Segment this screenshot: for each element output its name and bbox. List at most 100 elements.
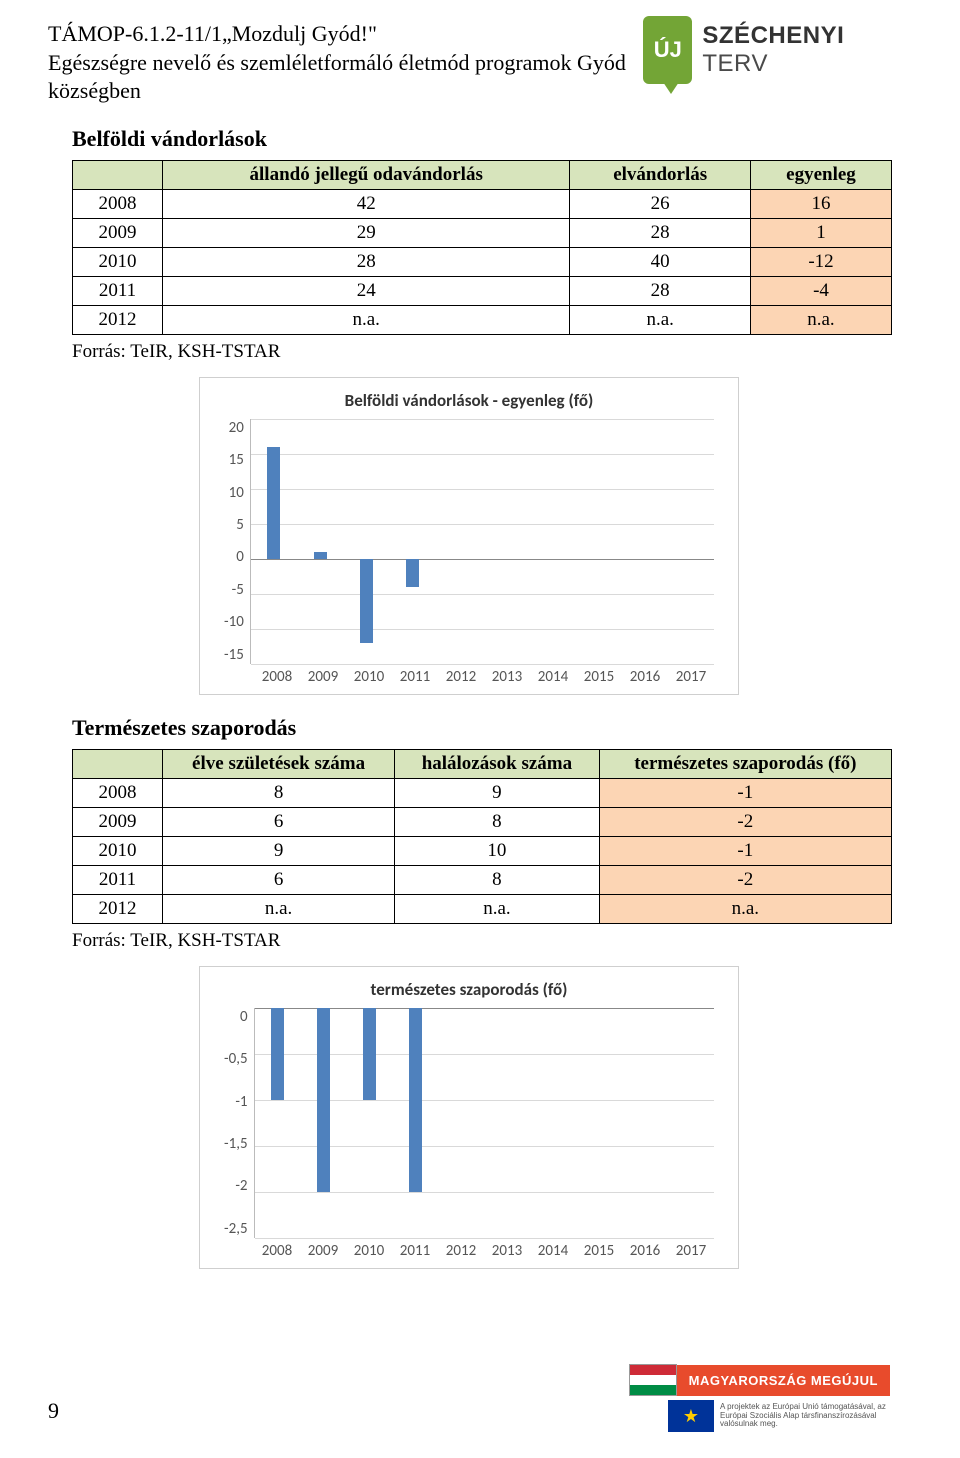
table1-title: Belföldi vándorlások xyxy=(72,126,890,152)
xtick-label: 2009 xyxy=(300,1242,346,1260)
table-row: 200929281 xyxy=(73,218,892,247)
xtick-label: 2012 xyxy=(438,1242,484,1260)
table-cell: 2009 xyxy=(73,218,163,247)
table-row: 20102840-12 xyxy=(73,247,892,276)
table-row: 200968-2 xyxy=(73,807,892,836)
footer-stack: MAGYARORSZÁG MEGÚJUL ★ A projektek az Eu… xyxy=(629,1364,890,1432)
chart-bar xyxy=(360,559,373,643)
chart-bar xyxy=(314,552,327,559)
table-row: 2010910-1 xyxy=(73,836,892,865)
gridline xyxy=(251,559,714,560)
table-cell: -1 xyxy=(599,836,891,865)
chart1-title: Belföldi vándorlások - egyenleg (fő) xyxy=(224,390,714,411)
ytick-label: 15 xyxy=(229,451,244,469)
table-cell: 2011 xyxy=(73,865,163,894)
xtick-label: 2009 xyxy=(300,668,346,686)
szechenyi-logo: ÚJ SZÉCHENYI TERV xyxy=(643,16,890,84)
table-cell: 2008 xyxy=(73,778,163,807)
hungary-flag-icon xyxy=(629,1364,677,1396)
chart1-plot xyxy=(250,419,714,664)
table-cell: n.a. xyxy=(570,305,751,334)
table-cell: -12 xyxy=(750,247,891,276)
ytick-label: -0,5 xyxy=(224,1050,248,1068)
xtick-label: 2011 xyxy=(392,668,438,686)
ytick-label: 20 xyxy=(229,419,244,437)
table-header: természetes szaporodás (fő) xyxy=(599,749,891,778)
table-row: 2012n.a.n.a.n.a. xyxy=(73,305,892,334)
table-row: 200889-1 xyxy=(73,778,892,807)
gridline xyxy=(251,419,714,420)
xtick-label: 2010 xyxy=(346,668,392,686)
xtick-label: 2011 xyxy=(392,1242,438,1260)
ytick-label: -15 xyxy=(224,646,244,664)
xtick-label: 2013 xyxy=(484,1242,530,1260)
table-cell: 8 xyxy=(395,865,600,894)
table-cell: 9 xyxy=(395,778,600,807)
table-cell: 28 xyxy=(570,218,751,247)
uj-badge-icon: ÚJ xyxy=(643,16,692,84)
table-row: 2008422616 xyxy=(73,189,892,218)
table-row: 20112428-4 xyxy=(73,276,892,305)
table2-title: Természetes szaporodás xyxy=(72,715,890,741)
table-cell: 2008 xyxy=(73,189,163,218)
chart2-yaxis: 0-0,5-1-1,5-2-2,5 xyxy=(224,1008,254,1238)
table-cell: 2010 xyxy=(73,836,163,865)
xtick-label: 2008 xyxy=(254,668,300,686)
table-cell: 24 xyxy=(163,276,570,305)
xtick-label: 2016 xyxy=(622,1242,668,1260)
table-cell: 2012 xyxy=(73,305,163,334)
chart2-box: természetes szaporodás (fő) 0-0,5-1-1,5-… xyxy=(199,966,739,1269)
table-cell: -4 xyxy=(750,276,891,305)
table-cell: n.a. xyxy=(750,305,891,334)
table-cell: 2009 xyxy=(73,807,163,836)
gridline xyxy=(251,454,714,455)
table-header: állandó jellegű odavándorlás xyxy=(163,160,570,189)
chart-bar xyxy=(363,1008,376,1100)
chart2-xaxis: 2008200920102011201220132014201520162017 xyxy=(254,1242,714,1260)
ytick-label: 5 xyxy=(236,516,244,534)
eu-block: ★ A projektek az Európai Unió támogatásá… xyxy=(668,1400,890,1432)
table-cell: n.a. xyxy=(395,894,600,923)
table-cell: 1 xyxy=(750,218,891,247)
table-header xyxy=(73,160,163,189)
xtick-label: 2016 xyxy=(622,668,668,686)
chart-bar xyxy=(267,447,280,559)
table-row: 201168-2 xyxy=(73,865,892,894)
xtick-label: 2008 xyxy=(254,1242,300,1260)
table-cell: 40 xyxy=(570,247,751,276)
chart-bar xyxy=(317,1008,330,1192)
ytick-label: 0 xyxy=(240,1008,248,1026)
table-cell: 6 xyxy=(163,807,395,836)
table-cell: -1 xyxy=(599,778,891,807)
gridline xyxy=(255,1192,714,1193)
table1: állandó jellegű odavándorláselvándorláse… xyxy=(72,160,892,335)
xtick-label: 2014 xyxy=(530,668,576,686)
table-cell: 28 xyxy=(570,276,751,305)
szechenyi-light: TERV xyxy=(702,50,768,77)
chart1-yaxis: 20151050-5-10-15 xyxy=(224,419,250,664)
gridline xyxy=(251,524,714,525)
table-cell: 9 xyxy=(163,836,395,865)
eu-text: A projektek az Európai Unió támogatásáva… xyxy=(720,1403,890,1429)
table-cell: -2 xyxy=(599,865,891,894)
ytick-label: -2 xyxy=(235,1177,247,1195)
xtick-label: 2010 xyxy=(346,1242,392,1260)
page-number: 9 xyxy=(48,1398,59,1424)
xtick-label: 2015 xyxy=(576,1242,622,1260)
ytick-label: -1,5 xyxy=(224,1135,248,1153)
table-cell: 2010 xyxy=(73,247,163,276)
table-header: egyenleg xyxy=(750,160,891,189)
chart2-area: 0-0,5-1-1,5-2-2,5 xyxy=(224,1008,714,1238)
table1-source: Forrás: TeIR, KSH-TSTAR xyxy=(72,341,890,363)
table-cell: n.a. xyxy=(163,894,395,923)
megujul-banner: MAGYARORSZÁG MEGÚJUL xyxy=(677,1365,890,1396)
table-cell: 42 xyxy=(163,189,570,218)
chart1-box: Belföldi vándorlások - egyenleg (fő) 201… xyxy=(199,377,739,695)
gridline xyxy=(251,629,714,630)
ytick-label: -2,5 xyxy=(224,1220,248,1238)
xtick-label: 2015 xyxy=(576,668,622,686)
xtick-label: 2014 xyxy=(530,1242,576,1260)
table-cell: 16 xyxy=(750,189,891,218)
table-header: elvándorlás xyxy=(570,160,751,189)
table-cell: 29 xyxy=(163,218,570,247)
